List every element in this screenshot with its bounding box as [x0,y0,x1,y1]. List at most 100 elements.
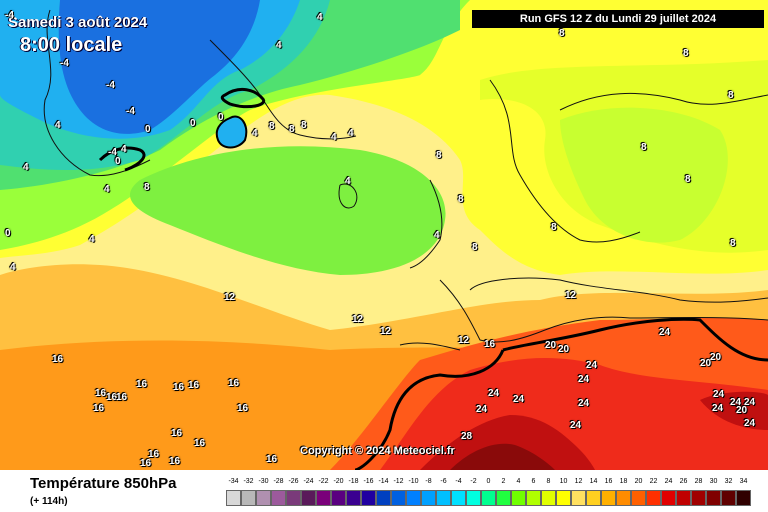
scale-swatch [226,490,241,506]
isotherm-label: 24 [578,398,590,409]
isotherm-label: 4 [317,12,323,23]
scale-tick-label: 34 [739,478,748,485]
temperature-map [0,0,768,470]
isotherm-label: 4 [331,132,337,143]
isotherm-label: 4 [23,162,29,173]
legend-subtitle: (+ 114h) [30,496,68,507]
scale-swatch [406,490,421,506]
scale-tick-label: -2 [470,478,477,485]
isotherm-label: 8 [289,124,295,135]
scale-tick-label: -20 [333,478,344,485]
isotherm-label: 8 [301,120,307,131]
isotherm-label: 0 [5,228,11,239]
scale-swatch [646,490,661,506]
isotherm-label: 24 [513,394,525,405]
isotherm-label: 8 [559,28,565,39]
isotherm-label: 24 [744,418,756,429]
isotherm-label: 8 [685,174,691,185]
isotherm-label: 24 [713,389,725,400]
isotherm-label: 16 [169,456,181,467]
run-info: Run GFS 12 Z du Lundi 29 juillet 2024 [472,10,764,28]
isotherm-label: 16 [148,449,160,460]
scale-tick-label: -8 [425,478,432,485]
scale-tick-label: 20 [634,478,643,485]
scale-tick-label: -24 [303,478,314,485]
scale-swatch [391,490,406,506]
isotherm-label: 16 [171,428,183,439]
isotherm-label: 20 [545,340,557,351]
isotherm-label: 4 [55,120,61,131]
scale-swatch [286,490,301,506]
scale-swatch [541,490,556,506]
isotherm-label: 8 [551,222,557,233]
isotherm-label: 12 [565,290,577,301]
scale-swatch [691,490,706,506]
scale-tick-label: -6 [440,478,447,485]
scale-tick-label: -22 [318,478,329,485]
scale-tick-label: -14 [378,478,389,485]
isotherm-label: 12 [352,314,364,325]
isotherm-label: 20 [558,344,570,355]
scale-tick-label: 10 [559,478,568,485]
scale-swatch [721,490,736,506]
isotherm-label: 12 [224,292,236,303]
scale-tick-label: 22 [649,478,658,485]
isotherm-label: -4 [106,80,115,91]
isotherm-label: 4 [121,144,127,155]
scale-swatch [511,490,526,506]
scale-swatch [616,490,631,506]
isotherm-label: 20 [710,352,722,363]
scale-swatch [556,490,571,506]
isotherm-label: 12 [380,326,392,337]
isotherm-label: -4 [5,10,14,21]
forecast-time: 8:00 locale [20,34,123,56]
scale-swatch [256,490,271,506]
scale-tick-label: -26 [288,478,299,485]
scale-swatch [571,490,586,506]
scale-tick-label: 4 [516,478,521,485]
scale-swatch [346,490,361,506]
scale-swatch [601,490,616,506]
isotherm-label: 24 [730,397,742,408]
scale-swatch [436,490,451,506]
isotherm-label: 16 [237,403,249,414]
isotherm-label: 4 [10,262,16,273]
isotherm-label: 16 [140,458,152,469]
scale-tick-label: -18 [348,478,359,485]
isotherm-label: 4 [434,230,440,241]
scale-tick-label: -16 [363,478,374,485]
isotherm-label: 16 [95,388,107,399]
isotherm-label: 0 [115,156,121,167]
isotherm-label: 16 [106,392,118,403]
isotherm-label: 4 [104,184,110,195]
isotherm-label: 16 [93,403,105,414]
isotherm-label: 24 [578,374,590,385]
isotherm-label: 16 [173,382,185,393]
isotherm-label: -4 [126,106,135,117]
isotherm-label: 24 [570,420,582,431]
isotherm-label: 16 [228,378,240,389]
scale-tick-label: 24 [664,478,673,485]
scale-tick-label: -28 [273,478,284,485]
scale-swatch [451,490,466,506]
scale-tick-label: -10 [408,478,419,485]
scale-swatch [631,490,646,506]
isotherm-label: 16 [266,454,278,465]
scale-swatch [586,490,601,506]
isotherm-label: 24 [586,360,598,371]
isotherm-label: -4 [60,58,69,69]
scale-swatch [301,490,316,506]
isotherm-label: 4 [348,128,354,139]
isotherm-label: 0 [218,112,224,123]
isotherm-label: 8 [458,194,464,205]
scale-tick-label: -34 [228,478,239,485]
scale-tick-label: 28 [694,478,703,485]
isotherm-label: 8 [683,48,689,59]
scale-swatch [481,490,496,506]
isotherm-label: 0 [145,124,151,135]
scale-tick-label: -30 [258,478,269,485]
scale-swatch [421,490,436,506]
scale-tick-label: -32 [243,478,254,485]
scale-swatch [316,490,331,506]
scale-tick-label: 12 [574,478,583,485]
